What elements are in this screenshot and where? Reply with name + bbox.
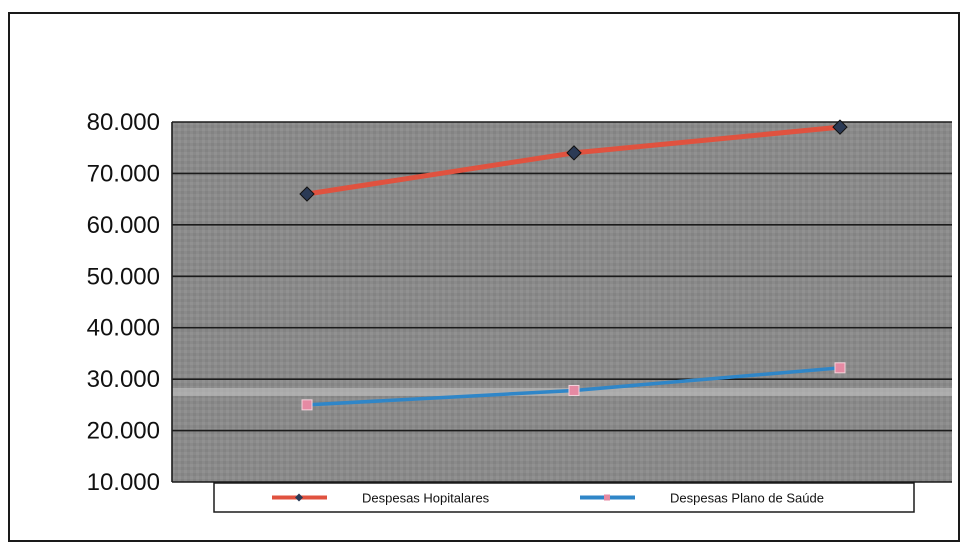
data-point-marker (299, 186, 315, 202)
legend-entry: Despesas Hopitalares (272, 491, 490, 506)
y-tick-label: 30.000 (87, 366, 160, 393)
legend-label: Despesas Plano de Saúde (670, 491, 824, 506)
legend-swatch-marker (604, 494, 610, 501)
y-tick-label: 80.000 (87, 109, 160, 136)
line-chart: 80.000 70.000 60.000 50.000 40.000 30.000 20.0… (87, 109, 952, 513)
series-1 (299, 119, 848, 202)
series-2 (301, 362, 846, 411)
legend: Despesas Hopitalares Despesas Plano de Sa… (213, 482, 915, 513)
legend-swatch-marker (295, 493, 303, 502)
y-tick-label: 50.000 (87, 263, 160, 290)
data-point-marker (568, 384, 580, 396)
legend-label: Despesas Hopitalares (362, 491, 490, 506)
data-point-marker (301, 399, 313, 411)
y-tick-label: 10.000 (87, 469, 160, 496)
data-point-marker (834, 362, 846, 374)
legend-box (213, 482, 915, 513)
chart-frame: 80.000 70.000 60.000 50.000 40.000 30.000 20.0… (8, 12, 960, 542)
data-point-marker (566, 145, 582, 161)
data-point-marker (832, 119, 848, 135)
y-axis-tick-labels: 80.000 70.000 60.000 50.000 40.000 30.000 20.0… (87, 109, 160, 496)
y-tick-label: 20.000 (87, 418, 160, 445)
y-tick-label: 40.000 (87, 315, 160, 342)
y-tick-label: 70.000 (87, 160, 160, 187)
legend-entry: Despesas Plano de Saúde (580, 491, 824, 506)
y-tick-label: 60.000 (87, 212, 160, 239)
series-lines (299, 119, 848, 411)
plot-area (172, 122, 952, 482)
